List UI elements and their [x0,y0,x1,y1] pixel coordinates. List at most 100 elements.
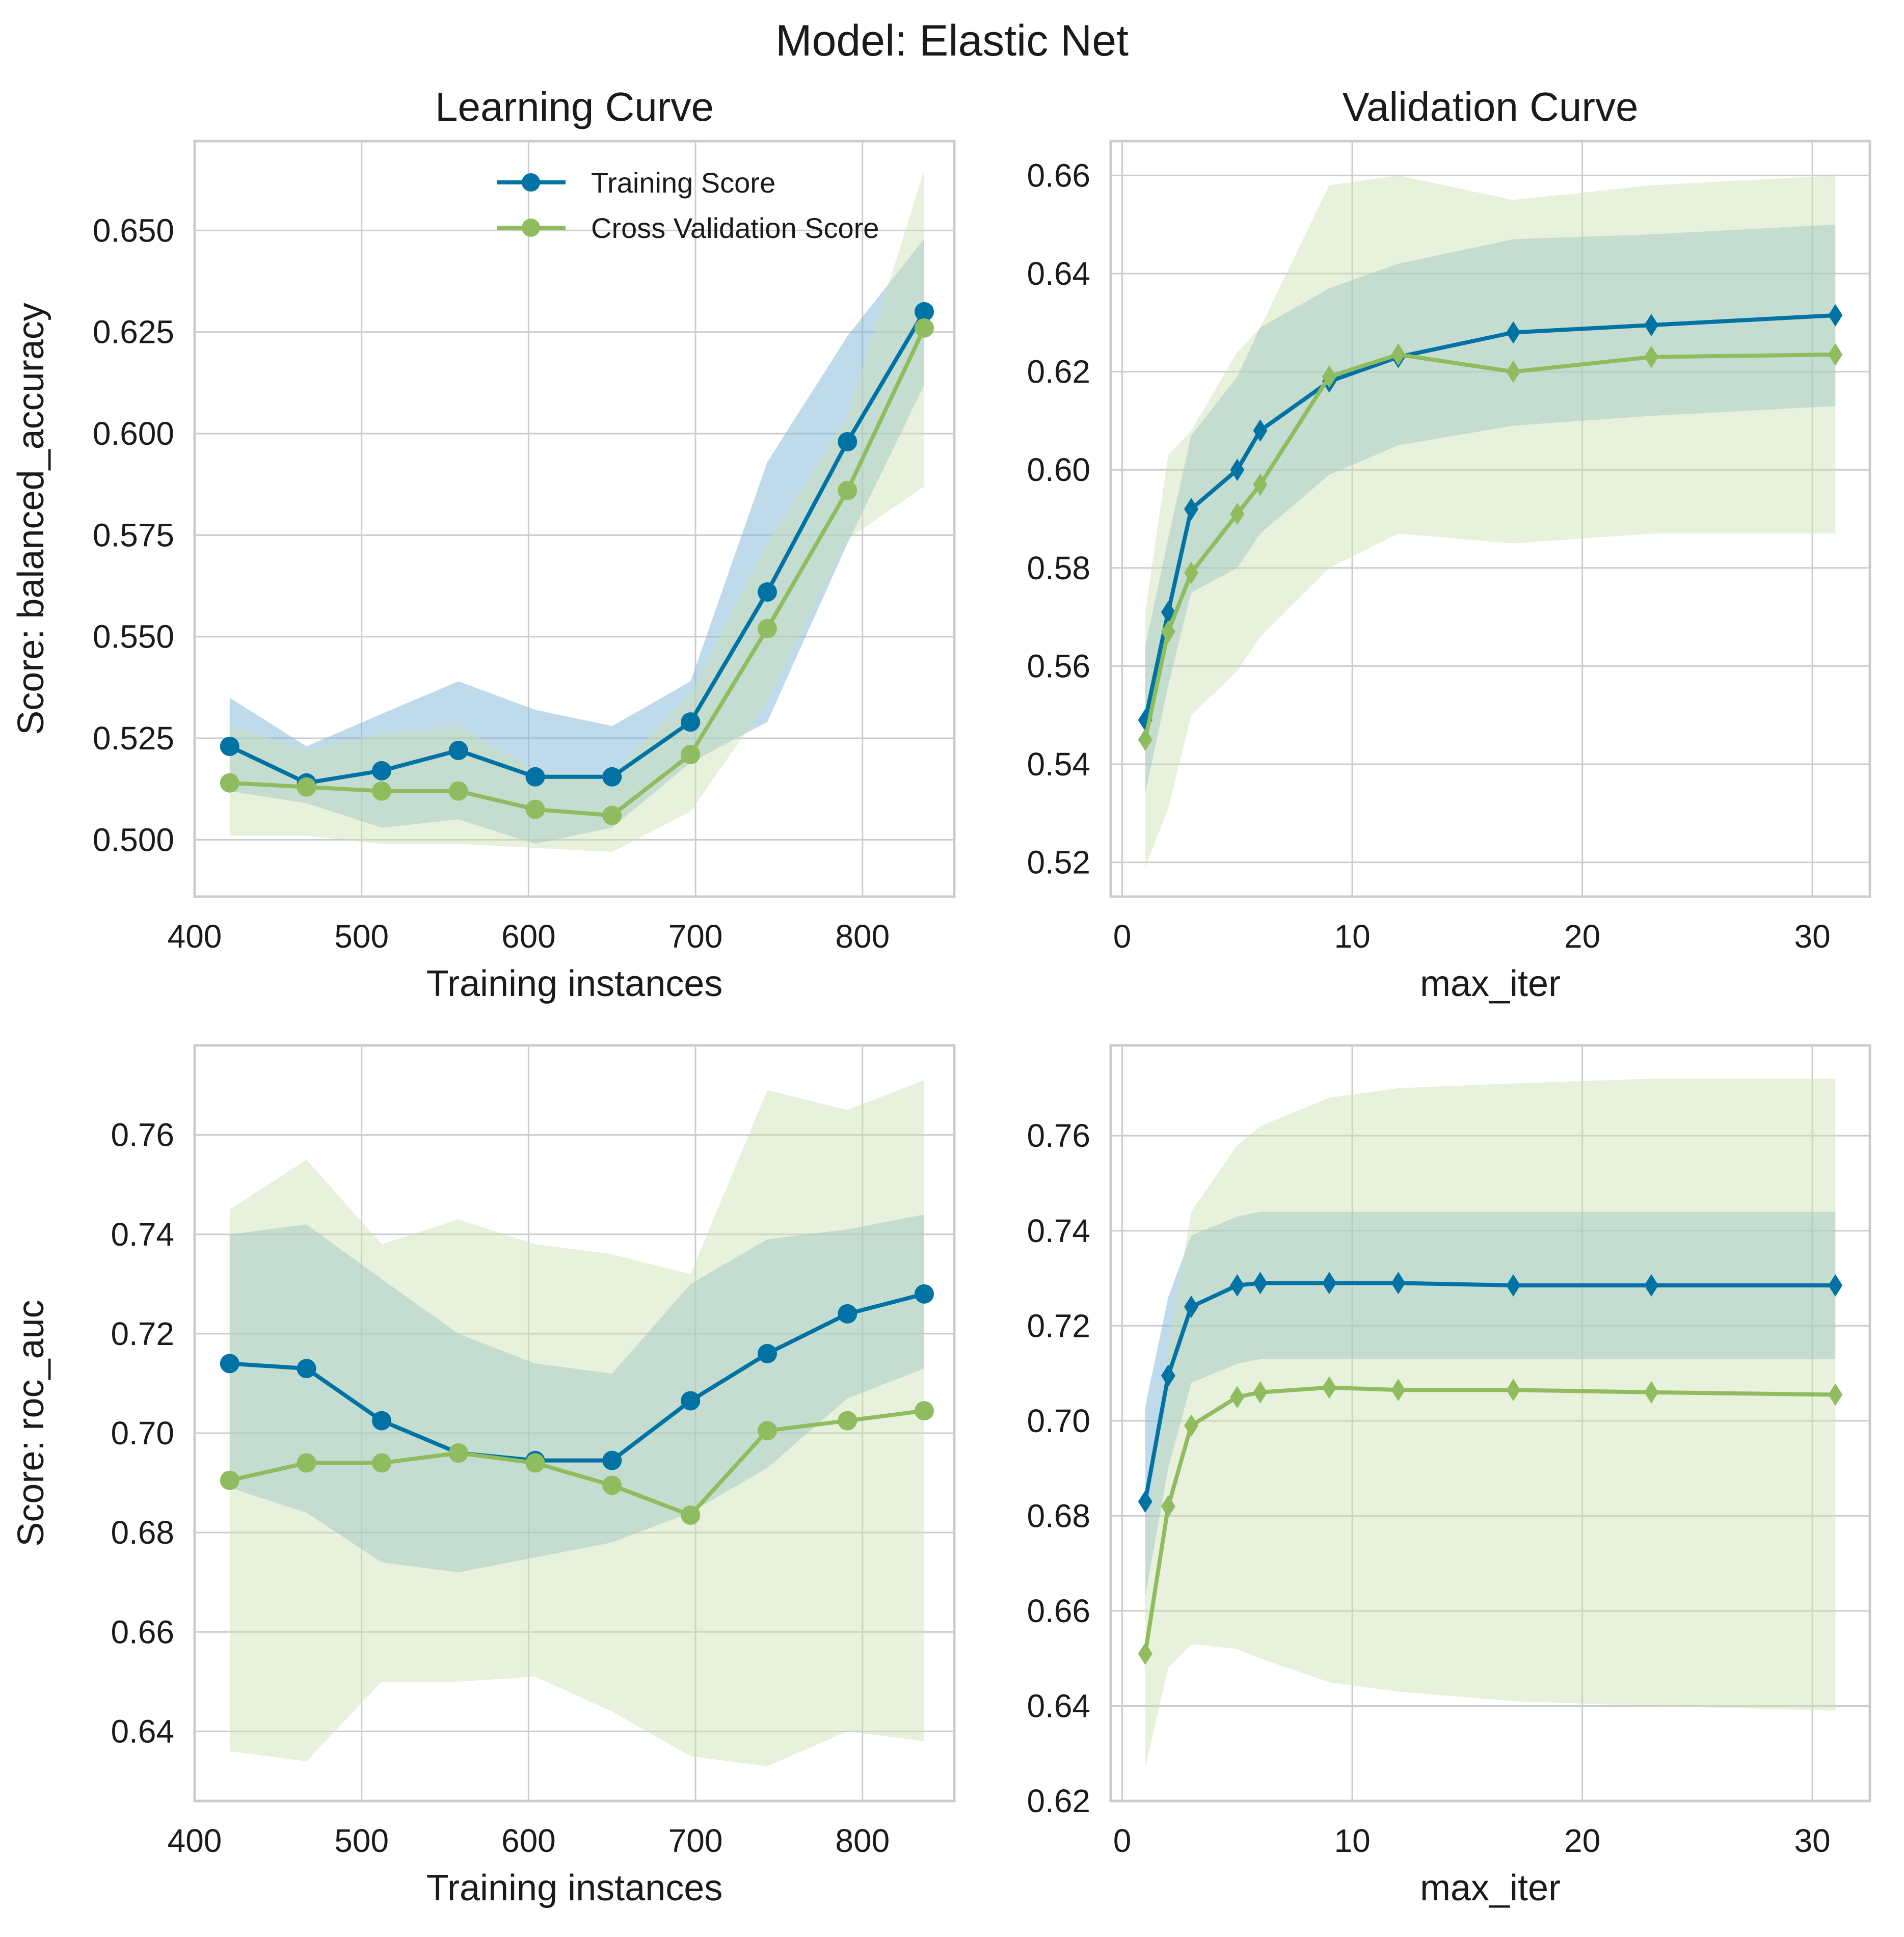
point-cross-validation [1322,365,1336,388]
y-tick-label: 0.62 [1027,354,1090,390]
y-axis-label: Score: roc_auc [11,1300,51,1546]
point-cross-validation [681,1505,701,1525]
y-tick-label: 0.550 [93,618,174,655]
subplot-vc_roc_auc: 0 10 20 30 0.62 0.64 0.66 0.68 0.70 0.72 0.74 0.76 m… [1027,1044,1871,1908]
axes-frame [1109,140,1871,898]
point-training [1253,419,1268,442]
y-tick-label: 0.54 [1027,746,1090,783]
point-training [915,1284,934,1304]
point-cross-validation [297,1453,316,1473]
point-cross-validation [1161,1495,1175,1518]
point-cross-validation [1253,1381,1268,1404]
y-tick-label: 0.600 [93,415,174,452]
point-training [1161,1364,1175,1387]
point-training [1230,1274,1245,1297]
band-training [1145,224,1836,794]
x-tick-label: 20 [1564,1822,1600,1859]
point-training [602,767,622,787]
point-cross-validation [525,799,545,819]
x-tick-label: 700 [668,1822,723,1859]
x-tick-label: 600 [501,918,556,955]
x-tick-label: 30 [1794,918,1831,955]
point-training [1138,1490,1152,1513]
point-cross-validation [838,480,857,500]
point-cross-validation [1253,473,1268,496]
x-axis-label: Training instances [426,963,723,1004]
line-training [1143,1281,1836,1502]
point-cross-validation [220,773,239,793]
y-tick-label: 0.76 [1027,1117,1090,1154]
point-cross-validation [838,1411,857,1431]
y-tick-label: 0.650 [93,212,174,249]
point-cross-validation [448,1443,468,1463]
y-tick-label: 0.625 [93,314,174,351]
y-tick-label: 0.72 [111,1315,174,1352]
y-tick-label: 0.72 [1027,1307,1090,1344]
plot-area [1111,1045,1870,1801]
line-cross-validation [1143,1385,1836,1654]
subplot-vc_balanced_accuracy: 0 10 20 30 0.52 0.54 0.56 0.58 0.60 0.62 0.64 0.66 V… [1027,84,1871,1004]
y-tick-label: 0.64 [1027,1687,1090,1724]
axes-frame [1109,1044,1871,1803]
subplot-title: Learning Curve [435,84,714,129]
y-tick-label: 0.68 [111,1514,174,1551]
axes-frame [193,140,956,898]
point-cross-validation [297,777,316,797]
x-tick-label: 400 [168,1822,222,1859]
line-training [1143,313,1836,721]
point-training [1184,498,1199,521]
point-cross-validation [1828,343,1843,366]
x-tick-label: 600 [501,1822,556,1859]
point-cross-validation [1230,1386,1245,1409]
point-cross-validation [757,1421,777,1441]
point-cross-validation [1506,360,1521,383]
point-training [448,740,468,760]
legend-marker [522,219,540,237]
point-training [1230,459,1245,481]
point-cross-validation [602,1475,622,1495]
y-tick-label: 0.64 [111,1713,174,1750]
x-tick-label: 500 [334,918,389,955]
subplot-title: Validation Curve [1342,84,1638,129]
y-tick-label: 0.70 [1027,1403,1090,1439]
point-training [1506,321,1521,344]
band-cross-validation [229,1080,925,1766]
point-cross-validation [1644,345,1659,368]
band-cross-validation [1145,1079,1836,1768]
x-axis-label: max_iter [1420,1868,1561,1908]
line-cross-validation [229,327,926,818]
y-axis-label: Score: balanced_accuracy [11,303,51,735]
point-cross-validation [448,781,468,801]
subplot-lc_balanced_accuracy: 400 500 600 700 800 0.500 0.525 0.550 0.575 0.600… [11,84,956,1004]
point-training [297,1359,316,1379]
legend: Training Score Cross Validation Score [497,167,879,244]
point-cross-validation [1391,1379,1406,1402]
point-cross-validation [1161,620,1175,643]
point-cross-validation [1138,728,1152,751]
point-cross-validation [1644,1381,1659,1404]
point-training [1828,1274,1843,1297]
y-tick-label: 0.60 [1027,451,1090,488]
x-tick-label: 500 [334,1822,389,1859]
point-cross-validation [915,1401,934,1421]
x-tick-label: 800 [835,918,890,955]
band-training [1145,1212,1836,1597]
line-training [229,1292,925,1463]
x-tick-label: 800 [835,1822,890,1859]
point-cross-validation [757,618,777,638]
point-cross-validation [1506,1379,1521,1402]
x-tick-label: 20 [1564,918,1600,955]
point-training [372,761,392,781]
y-tick-label: 0.62 [1027,1783,1090,1819]
point-training [1644,314,1659,337]
legend-marker [522,173,540,192]
point-training [681,1391,701,1411]
y-tick-label: 0.76 [111,1117,174,1153]
point-training [757,1343,777,1363]
y-tick-label: 0.575 [93,517,174,553]
point-cross-validation [602,805,622,825]
point-cross-validation [915,318,934,338]
point-cross-validation [1184,1414,1199,1437]
point-training [1391,1272,1406,1295]
x-axis-label: max_iter [1420,963,1561,1004]
